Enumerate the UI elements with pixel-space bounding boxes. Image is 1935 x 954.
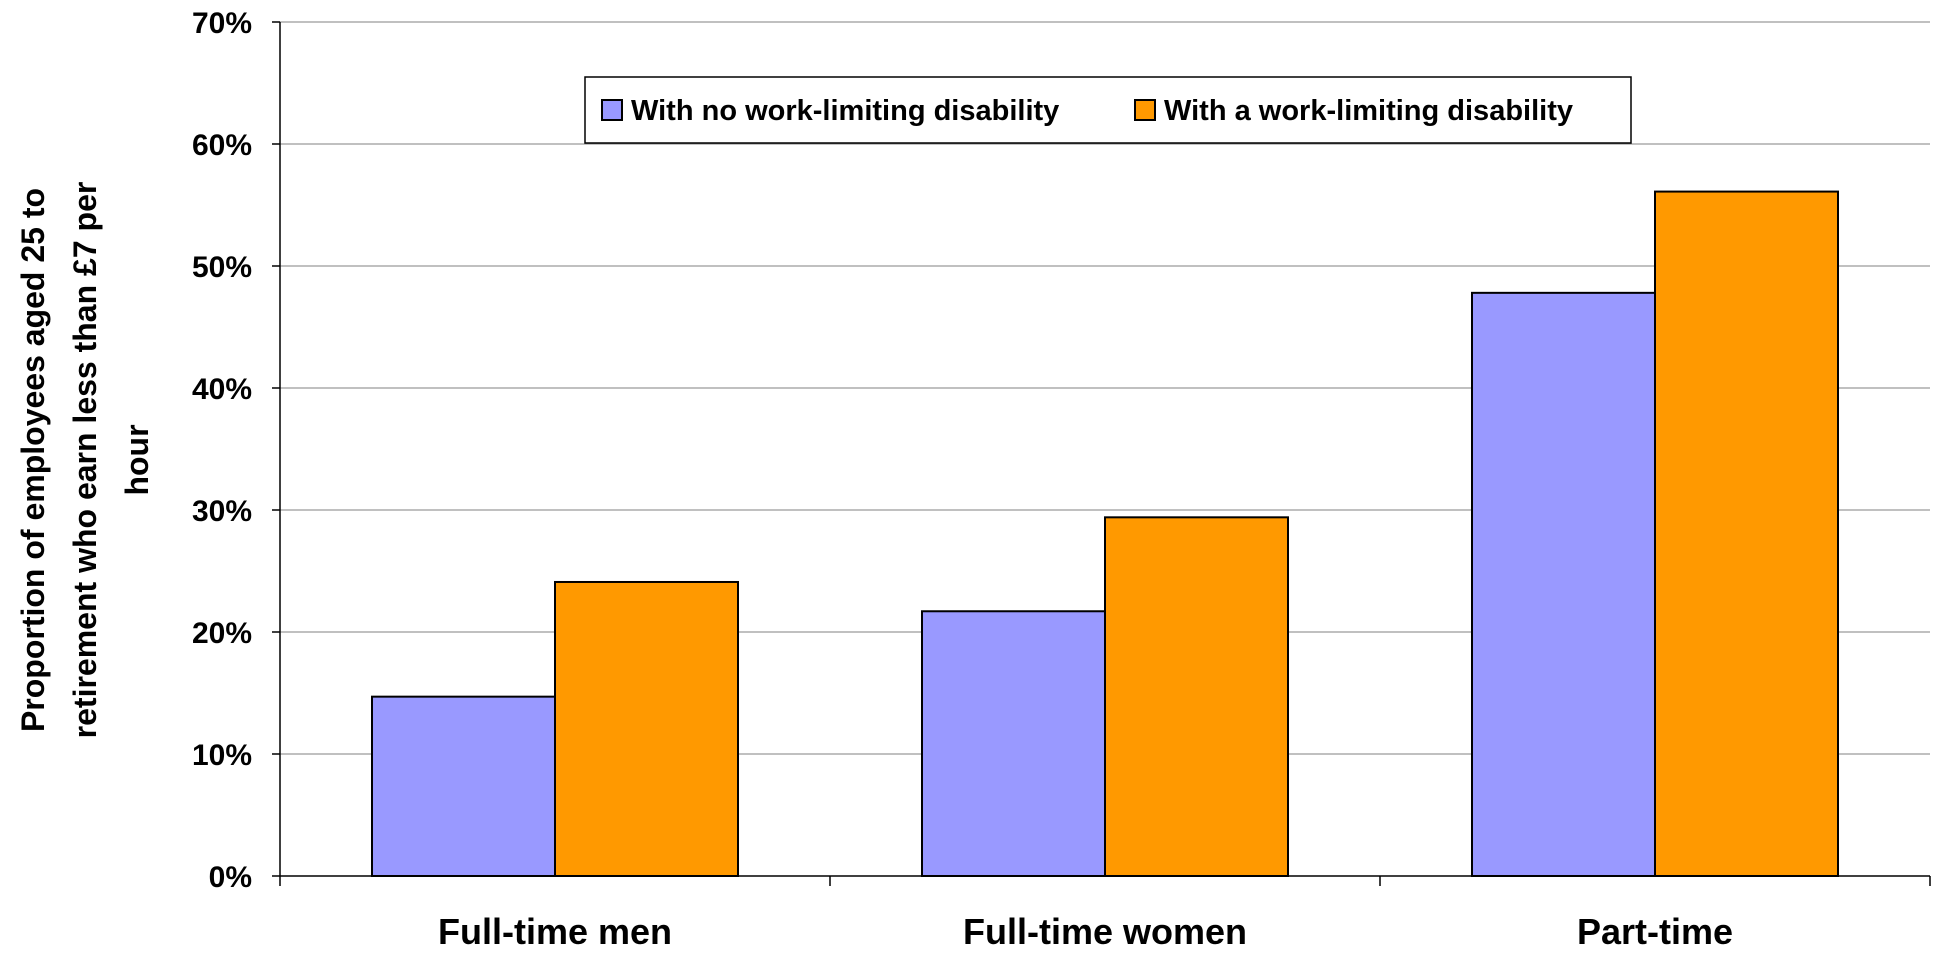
x-tick-label: Full-time men: [438, 911, 672, 952]
y-tick-labels: 0% 10% 20% 30% 40% 50% 60% 70%: [192, 7, 252, 894]
y-axis-title: Proportion of employees aged 25 to retire…: [15, 182, 155, 739]
x-tick-labels: Full-time men Full-time women Part-time: [438, 911, 1733, 952]
legend: With no work-limiting disability With a w…: [584, 76, 1632, 144]
y-tick-label: 60%: [192, 129, 252, 162]
y-tick-label: 10%: [192, 739, 252, 772]
y-tick-label: 40%: [192, 373, 252, 406]
legend-label: With no work-limiting disability: [631, 95, 1059, 127]
y-tick-label: 70%: [192, 7, 252, 40]
bar: [371, 695, 556, 877]
y-tick-label: 20%: [192, 617, 252, 650]
legend-label: With a work-limiting disability: [1164, 95, 1573, 127]
bar: [921, 610, 1106, 877]
bar: [1104, 516, 1289, 877]
legend-swatch: [1134, 99, 1156, 121]
bar: [1654, 190, 1839, 877]
bar: [1471, 291, 1656, 877]
legend-swatch: [601, 99, 623, 121]
axes: [272, 21, 1931, 886]
y-tick-label: 30%: [192, 495, 252, 528]
bar: [554, 580, 739, 877]
bars: [371, 190, 1839, 877]
x-tick-label: Full-time women: [963, 911, 1247, 952]
legend-box: [584, 76, 1632, 144]
x-tick-label: Part-time: [1577, 911, 1733, 952]
y-tick-label: 50%: [192, 251, 252, 284]
y-tick-label: 0%: [209, 861, 252, 894]
